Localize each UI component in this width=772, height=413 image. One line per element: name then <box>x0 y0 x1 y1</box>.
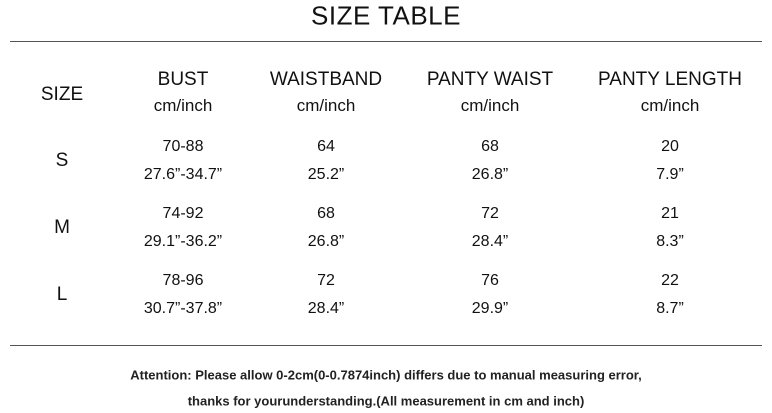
cell-value: 64 <box>317 138 335 155</box>
size-header: SIZE <box>40 84 84 105</box>
bottom-rule <box>10 345 762 346</box>
cell-value: 29.9” <box>471 300 509 317</box>
cell-value: 8.3” <box>656 233 684 250</box>
column-header: BUST <box>157 69 209 90</box>
note: Attention: Please allow 0-2cm(0-0.7874in… <box>130 367 642 383</box>
size-label: S <box>55 150 69 171</box>
cell-value: 29.1”-36.2” <box>143 233 223 250</box>
note: thanks for yourunderstanding.(All measur… <box>187 393 585 409</box>
cell-value: 28.4” <box>471 233 509 250</box>
cell-value: 76 <box>481 272 499 289</box>
title: SIZE TABLE <box>311 0 461 31</box>
cell-value: 72 <box>317 272 335 289</box>
size-label: M <box>54 217 70 238</box>
cell-value: 74-92 <box>162 205 204 222</box>
cell-value: 28.4” <box>307 300 345 317</box>
column-unit: cm/inch <box>296 96 356 115</box>
column-unit: cm/inch <box>153 96 213 115</box>
cell-value: 21 <box>661 205 679 222</box>
cell-value: 72 <box>481 205 499 222</box>
cell-value: 26.8” <box>307 233 345 250</box>
cell-value: 20 <box>661 138 679 155</box>
cell-value: 68 <box>317 205 335 222</box>
column-header: PANTY LENGTH <box>598 69 742 90</box>
cell-value: 68 <box>481 138 499 155</box>
cell-value: 78-96 <box>162 272 204 289</box>
column-unit: cm/inch <box>640 96 700 115</box>
cell-value: 7.9” <box>656 166 684 183</box>
column-header: WAISTBAND <box>269 69 383 90</box>
cell-value: 70-88 <box>162 138 204 155</box>
cell-value: 27.6”-34.7” <box>143 166 223 183</box>
size-label: L <box>56 284 68 305</box>
top-rule <box>10 41 762 42</box>
cell-value: 8.7” <box>656 300 684 317</box>
column-unit: cm/inch <box>460 96 520 115</box>
cell-value: 22 <box>661 272 679 289</box>
cell-value: 25.2” <box>307 166 345 183</box>
cell-value: 26.8” <box>471 166 509 183</box>
column-header: PANTY WAIST <box>426 69 554 90</box>
cell-value: 30.7”-37.8” <box>143 300 223 317</box>
